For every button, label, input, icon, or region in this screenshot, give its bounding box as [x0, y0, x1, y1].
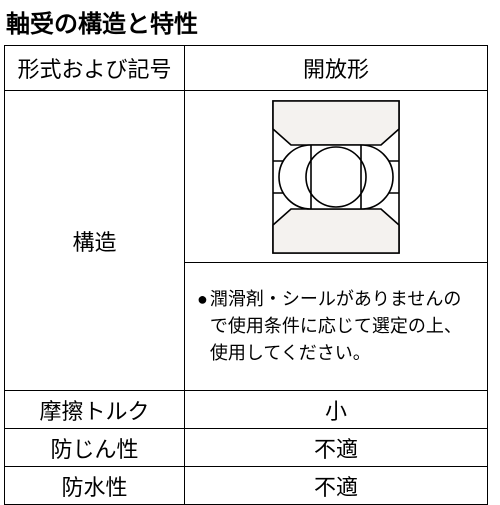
- header-left: 形式および記号: [5, 46, 185, 91]
- bearing-diagram: [271, 99, 401, 255]
- spec-table: 形式および記号 開放形 構造: [4, 45, 488, 505]
- header-right: 開放形: [185, 46, 488, 91]
- friction-label: 摩擦トルク: [5, 391, 185, 429]
- note-text: 潤滑剤・シールがありませんので使用条件に応じて選定の上、使用してください。: [210, 286, 475, 367]
- water-label: 防水性: [5, 467, 185, 505]
- water-value: 不適: [185, 467, 488, 505]
- dust-label: 防じん性: [5, 429, 185, 467]
- dust-value: 不適: [185, 429, 488, 467]
- page-title: 軸受の構造と特性: [6, 4, 488, 39]
- note-bullet: ●: [197, 286, 208, 367]
- structure-diagram-cell: [185, 91, 488, 263]
- structure-note: ● 潤滑剤・シールがありませんので使用条件に応じて選定の上、使用してください。: [185, 263, 488, 391]
- structure-label: 構造: [5, 91, 185, 391]
- friction-value: 小: [185, 391, 488, 429]
